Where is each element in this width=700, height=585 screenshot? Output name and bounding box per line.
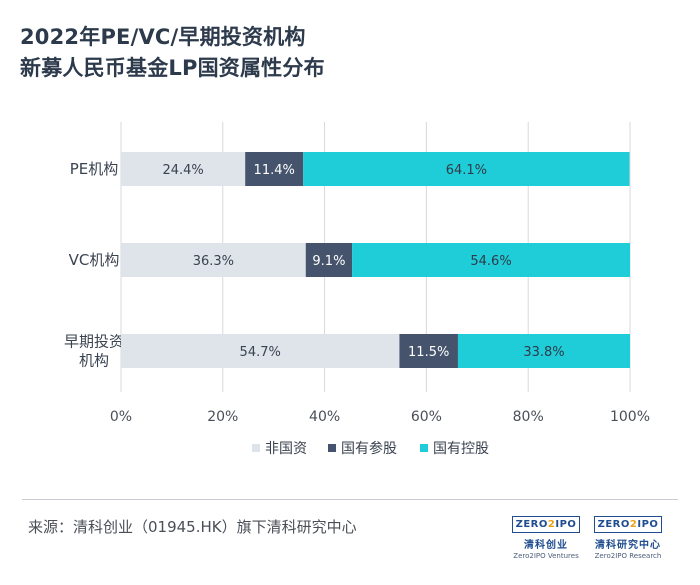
bar-segment <box>121 152 246 186</box>
logo-mark: ZERO2IPO <box>511 516 581 533</box>
logo-mark: ZERO2IPO <box>593 516 663 533</box>
category-label: VC机构 <box>69 251 120 269</box>
logo-en-text: Zero2IPO Research <box>594 552 662 560</box>
legend-swatch <box>420 444 428 452</box>
legend-swatch <box>328 444 336 452</box>
logo-cn-text: 清科研究中心 <box>595 540 661 551</box>
chart-title-line2: 新募人民币基金LP国资属性分布 <box>20 56 325 80</box>
x-tick-label: 60% <box>411 409 442 425</box>
logo-zero2ipo-research: ZERO2IPO 清科研究中心 Zero2IPO Research <box>578 512 678 560</box>
data-label: 64.1% <box>446 163 487 178</box>
bar-segment <box>305 243 353 277</box>
x-tick-label: 20% <box>207 409 238 425</box>
bar-segment <box>352 243 630 277</box>
legend-label: 国有参股 <box>341 440 397 457</box>
bar-segment <box>457 334 630 368</box>
category-label: PE机构 <box>70 160 119 178</box>
x-tick-label: 0% <box>110 409 132 425</box>
logo-en-text: Zero2IPO Ventures <box>513 552 579 560</box>
chart-title: 2022年PE/VC/早期投资机构 新募人民币基金LP国资属性分布 <box>20 22 325 84</box>
data-label: 54.7% <box>240 345 281 360</box>
chart-title-line1: 2022年PE/VC/早期投资机构 <box>20 25 306 49</box>
category-label: 早期投资 <box>64 333 124 351</box>
source-note: 来源：清科创业（01945.HK）旗下清科研究中心 <box>28 518 357 536</box>
data-label: 11.5% <box>408 345 449 360</box>
bar-segment <box>399 334 458 368</box>
data-label: 24.4% <box>162 163 203 178</box>
data-label: 33.8% <box>523 345 564 360</box>
data-label: 54.6% <box>470 254 511 269</box>
data-label: 11.4% <box>254 163 295 178</box>
legend-swatch <box>252 444 260 452</box>
legend-label: 国有控股 <box>433 441 489 457</box>
logo-zero2ipo-ventures: ZERO2IPO 清科创业 Zero2IPO Ventures <box>496 512 596 560</box>
bar-segment <box>121 334 400 368</box>
legend-label: 非国资 <box>265 441 307 457</box>
logo-cn-text: 清科创业 <box>524 540 568 551</box>
x-tick-label: 80% <box>513 409 544 425</box>
bar-segment <box>245 152 304 186</box>
footer-divider <box>22 499 678 500</box>
data-label: 9.1% <box>312 254 345 269</box>
x-tick-label: 40% <box>309 409 340 425</box>
bar-segment <box>121 243 306 277</box>
bar-segment <box>303 152 630 186</box>
category-label: 机构 <box>79 352 109 370</box>
data-label: 36.3% <box>193 254 234 269</box>
x-tick-label: 100% <box>610 409 650 425</box>
